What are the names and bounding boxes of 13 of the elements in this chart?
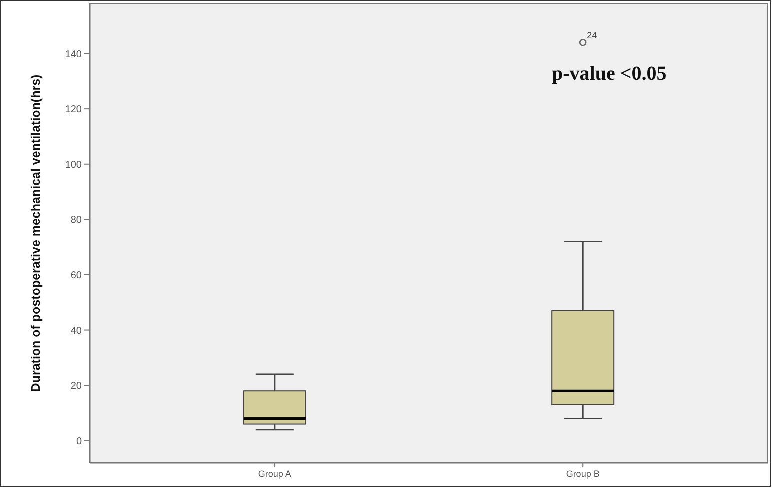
annotation: 24 [587, 30, 598, 41]
y-tick-label: 120 [65, 104, 82, 116]
y-tick-label: 40 [70, 326, 82, 337]
y-tick-label: 80 [70, 215, 82, 226]
x-tick-label: Group B [566, 469, 600, 479]
y-axis-title: Duration of postoperative mechanical ventilation(hrs) [29, 74, 43, 392]
annotation: p-value <0.05 [552, 63, 667, 85]
y-tick-label: 140 [65, 49, 82, 60]
x-tick-label: Group A [258, 469, 292, 479]
y-tick-label: 0 [76, 436, 82, 448]
y-tick-label: 20 [70, 381, 82, 392]
y-tick-label: 60 [70, 270, 82, 282]
y-tick-label: 100 [65, 160, 82, 171]
